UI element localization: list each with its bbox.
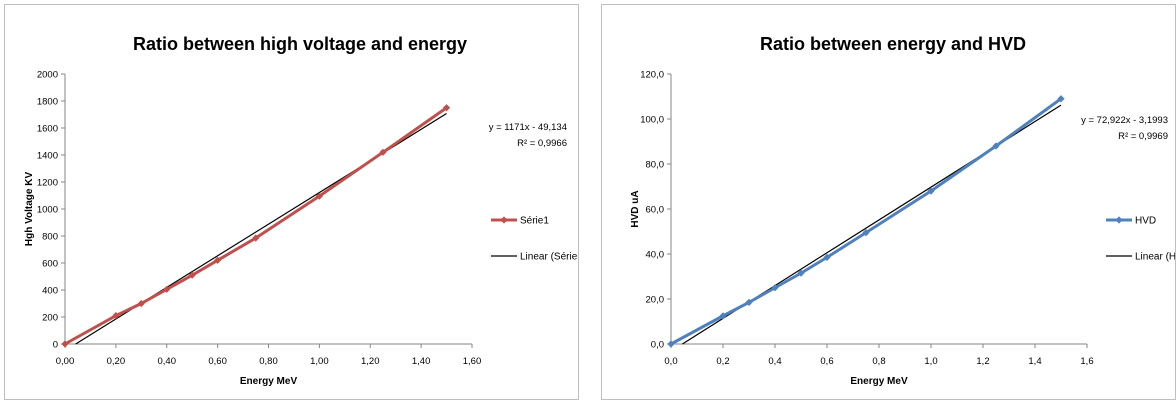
x-tick-label: 1,4 (1028, 356, 1041, 367)
x-tick-label: 0,4 (768, 356, 781, 367)
y-tick-label: 0 (53, 340, 58, 351)
series-line (64, 106, 448, 346)
x-tick-label: 0,60 (208, 356, 227, 367)
data-point (745, 298, 753, 306)
y-tick-label: 40,0 (646, 250, 665, 261)
y-tick-label: 800 (42, 232, 58, 243)
x-tick-label: 1,2 (976, 356, 989, 367)
chart-panel-voltage: Ratio between high voltage and energy 0 20… (4, 4, 579, 400)
data-point (992, 142, 1000, 150)
chart-panel-hvd: Ratio between energy and HVD 0,0 20,0 40,0 6… (601, 4, 1176, 400)
chart-title: Ratio between energy and HVD (760, 34, 1026, 54)
y-tick-label: 60,0 (646, 205, 665, 216)
y-tick-label: 80,0 (646, 160, 665, 171)
data-point (112, 312, 120, 320)
x-tick-label: 0,8 (872, 356, 885, 367)
data-point (667, 340, 675, 348)
data-point (379, 148, 387, 156)
x-tick-label: 0,2 (716, 356, 729, 367)
x-tick-label: 1,00 (310, 356, 329, 367)
y-tick-label: 1400 (37, 151, 58, 162)
y-tick-label: 1200 (37, 178, 58, 189)
x-tick-label: 0,00 (56, 356, 75, 367)
x-tick-label: 0,80 (259, 356, 278, 367)
data-point (188, 271, 196, 279)
hvd-energy-chart: Ratio between energy and HVD 0,0 20,0 40,0 6… (630, 34, 1175, 387)
data-point (797, 269, 805, 277)
data-point (862, 229, 870, 237)
y-tick-label: 1000 (37, 205, 58, 216)
x-tick-label: 0,20 (107, 356, 126, 367)
y-tick-label: 0,0 (651, 340, 664, 351)
x-axis-title: Energy MeV (240, 376, 298, 387)
data-point (163, 285, 171, 293)
legend-trendline-label: Linear (Série1) (520, 252, 578, 263)
x-tick-label: 0,6 (820, 356, 833, 367)
x-axis-title: Energy MeV (850, 376, 908, 387)
voltage-energy-chart: Ratio between high voltage and energy 0 20… (24, 34, 578, 387)
data-point (137, 299, 145, 308)
x-tick-label: 1,60 (463, 356, 482, 367)
y-tick-label: 100,0 (640, 115, 664, 126)
data-point (927, 187, 935, 195)
series-line (670, 97, 1062, 346)
x-tick-label: 1,0 (924, 356, 937, 367)
data-point (252, 234, 260, 242)
data-point (214, 256, 222, 264)
data-point (823, 253, 831, 261)
trendline-equation: y = 72,922x - 3,1993 (1081, 115, 1168, 126)
chart-title: Ratio between high voltage and energy (133, 34, 467, 54)
y-axis-title: Hgh Voltage KV (24, 172, 35, 247)
legend-trendline-label: Linear (HVD) (1135, 252, 1175, 263)
trendline-r-squared: R² = 0,9966 (517, 138, 567, 149)
trendline-equation: y = 1171x - 49,134 (489, 122, 567, 133)
data-point (771, 284, 779, 292)
data-point (61, 340, 69, 348)
y-axis-title: HVD uA (630, 190, 641, 227)
y-tick-label: 600 (42, 259, 58, 270)
x-tick-label: 1,6 (1080, 356, 1093, 367)
x-tick-label: 1,20 (361, 356, 380, 367)
y-tick-label: 1600 (37, 124, 58, 135)
x-tick-label: 0,0 (664, 356, 677, 367)
y-tick-label: 20,0 (646, 295, 665, 306)
data-point (719, 312, 727, 320)
y-tick-label: 400 (42, 286, 58, 297)
x-tick-label: 1,40 (412, 356, 431, 367)
trendline-r-squared: R² = 0,9969 (1118, 131, 1168, 142)
legend-series-marker (1115, 216, 1123, 224)
x-tick-label: 0,40 (158, 356, 177, 367)
data-point (315, 192, 323, 200)
legend-series-label: Série1 (520, 216, 549, 227)
y-tick-label: 200 (42, 313, 58, 324)
y-tick-label: 2000 (37, 70, 58, 81)
legend-series-label: HVD (1135, 216, 1156, 227)
legend-series-marker (500, 216, 508, 224)
y-tick-label: 1800 (37, 97, 58, 108)
y-tick-label: 120,0 (640, 70, 664, 81)
data-point (442, 104, 451, 112)
